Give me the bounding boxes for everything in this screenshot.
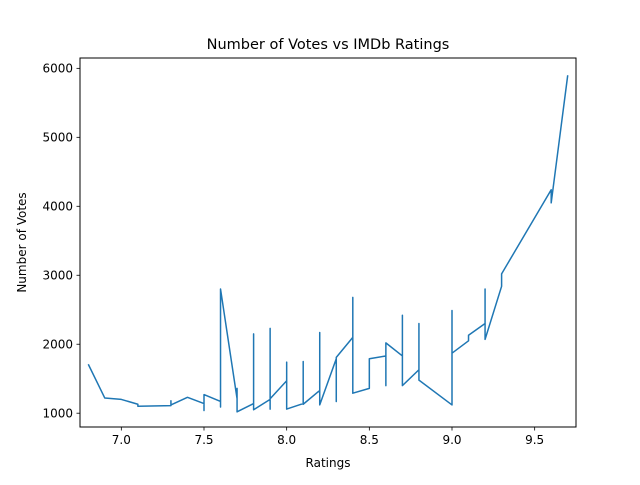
chart-title: Number of Votes vs IMDb Ratings: [207, 37, 450, 53]
y-axis-ticks: 1000 2000 3000 4000 5000 6000: [42, 62, 80, 420]
y-axis-label: Number of Votes: [15, 192, 29, 292]
y-tick-label: 4000: [42, 199, 73, 213]
x-axis-ticks: 7.0 7.5 8.0 8.5 9.0 9.5: [112, 427, 544, 447]
x-tick-label: 9.0: [442, 433, 461, 447]
y-tick-label: 3000: [42, 268, 73, 282]
x-tick-label: 7.0: [112, 433, 131, 447]
y-tick-label: 1000: [42, 406, 73, 420]
series-layer: [87, 75, 569, 413]
plot-area-frame: [79, 57, 577, 428]
y-tick-label: 5000: [42, 131, 73, 145]
y-tick-label: 2000: [42, 337, 73, 351]
y-tick-label: 6000: [42, 62, 73, 76]
x-tick-label: 9.5: [525, 433, 544, 447]
x-tick-label: 8.0: [277, 433, 296, 447]
x-axis-label: Ratings: [306, 456, 351, 470]
series-line: [87, 75, 569, 413]
x-tick-label: 8.5: [360, 433, 379, 447]
x-tick-label: 7.5: [194, 433, 213, 447]
